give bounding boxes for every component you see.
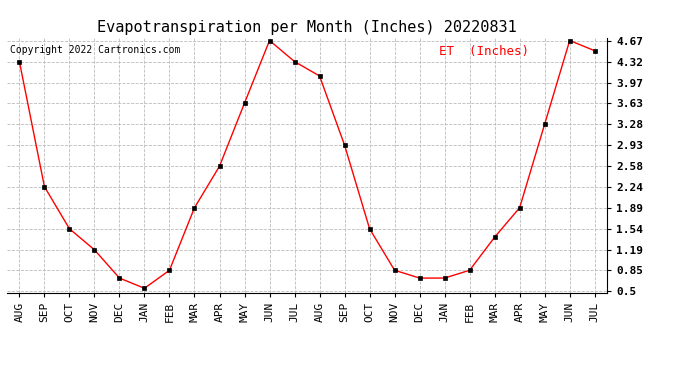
Title: Evapotranspiration per Month (Inches) 20220831: Evapotranspiration per Month (Inches) 20… [97, 20, 517, 35]
Text: Copyright 2022 Cartronics.com: Copyright 2022 Cartronics.com [10, 45, 180, 55]
Text: ET  (Inches): ET (Inches) [439, 45, 529, 58]
